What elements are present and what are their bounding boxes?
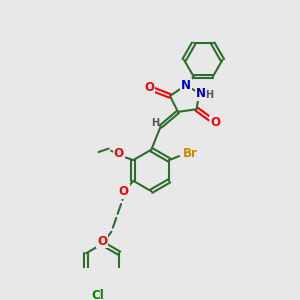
Text: Cl: Cl <box>92 289 104 300</box>
Text: Br: Br <box>182 147 197 160</box>
Text: O: O <box>145 81 154 94</box>
Text: N: N <box>181 79 191 92</box>
Text: O: O <box>119 185 129 198</box>
Text: H: H <box>151 118 159 128</box>
Text: O: O <box>97 235 107 248</box>
Text: O: O <box>210 116 220 129</box>
Text: O: O <box>114 147 124 161</box>
Text: N: N <box>196 87 206 100</box>
Text: H: H <box>205 90 213 100</box>
